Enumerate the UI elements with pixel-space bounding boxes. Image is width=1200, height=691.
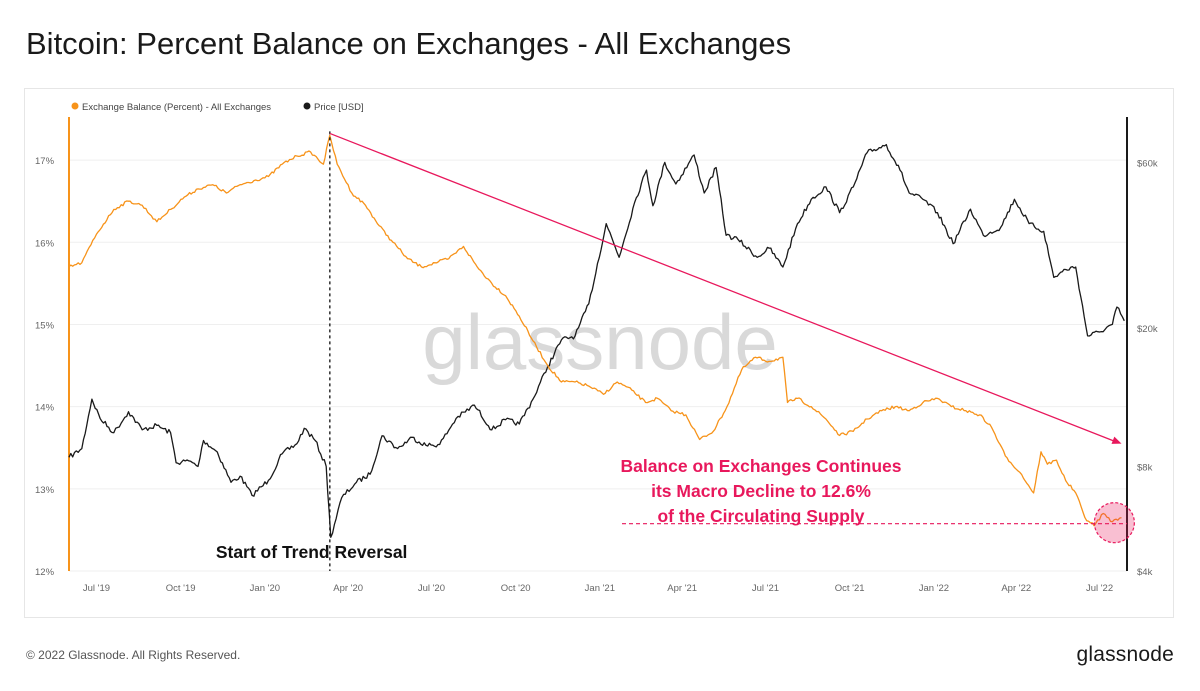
grid-lines: [69, 159, 1127, 572]
trend-reversal-label: Start of Trend Reversal: [216, 542, 408, 562]
page-title: Bitcoin: Percent Balance on Exchanges - …: [26, 26, 792, 61]
callout-line: its Macro Decline to 12.6%: [651, 481, 871, 501]
y-left-tick-label: 13%: [35, 485, 55, 496]
series: [68, 134, 1125, 538]
y-left-tick-label: 12%: [35, 567, 55, 578]
legend-dot-price: [303, 102, 311, 110]
chart: glassnode 12% 13% 14% 15% 16% 17% $4k $8k $20k $6…: [35, 102, 1158, 594]
x-tick-label: Oct '19: [166, 583, 196, 594]
watermark: glassnode: [422, 298, 778, 386]
copyright: © 2022 Glassnode. All Rights Reserved.: [26, 648, 241, 662]
trend-arrow-head: [1111, 436, 1122, 444]
y-right-tick-label: $20k: [1137, 324, 1158, 335]
y-right-tick-label: $60k: [1137, 158, 1158, 169]
callout: Balance on Exchanges Continues its Macro …: [620, 456, 901, 526]
y-left-tick-label: 16%: [35, 238, 55, 249]
x-tick-label: Oct '20: [501, 583, 531, 594]
y-left-tick-label: 14%: [35, 403, 55, 414]
legend-label-price: Price [USD]: [314, 102, 364, 113]
x-tick-label: Jul '20: [418, 583, 445, 594]
y-right-tick-label: $8k: [1137, 462, 1153, 473]
trend-arrow-line: [329, 132, 1116, 443]
legend-label-balance: Exchange Balance (Percent) - All Exchang…: [82, 102, 271, 113]
x-tick-label: Jan '21: [585, 583, 615, 594]
y-right-tick-label: $4k: [1137, 567, 1153, 578]
legend[interactable]: Exchange Balance (Percent) - All Exchang…: [71, 102, 364, 113]
x-tick-label: Jan '22: [919, 583, 949, 594]
x-tick-label: Jul '19: [83, 583, 110, 594]
x-tick-label: Oct '21: [835, 583, 865, 594]
x-tick-label: Apr '22: [1001, 583, 1031, 594]
x-tick-label: Jan '20: [250, 583, 280, 594]
axes: 12% 13% 14% 15% 16% 17% $4k $8k $20k $60k Jul '19 O…: [35, 117, 1158, 594]
x-tick-label: Jul '22: [1086, 583, 1113, 594]
legend-dot-balance: [71, 102, 79, 110]
highlight-circle: [1093, 502, 1135, 544]
callout-line: Balance on Exchanges Continues: [620, 456, 901, 476]
x-tick-label: Jul '21: [752, 583, 779, 594]
x-tick-label: Apr '20: [333, 583, 363, 594]
y-left-tick-label: 17%: [35, 156, 55, 167]
callout-line: of the Circulating Supply: [657, 506, 864, 526]
y-left-tick-label: 15%: [35, 320, 55, 331]
x-tick-label: Apr '21: [667, 583, 697, 594]
chart-frame: glassnode 12% 13% 14% 15% 16% 17% $4k $8k $20k $6…: [24, 88, 1174, 618]
annotations: Start of Trend Reversal: [216, 131, 1135, 571]
footer-logo[interactable]: glassnode: [1076, 643, 1174, 666]
price-series-line: [68, 143, 1125, 538]
balance-series-line: [68, 134, 1122, 527]
